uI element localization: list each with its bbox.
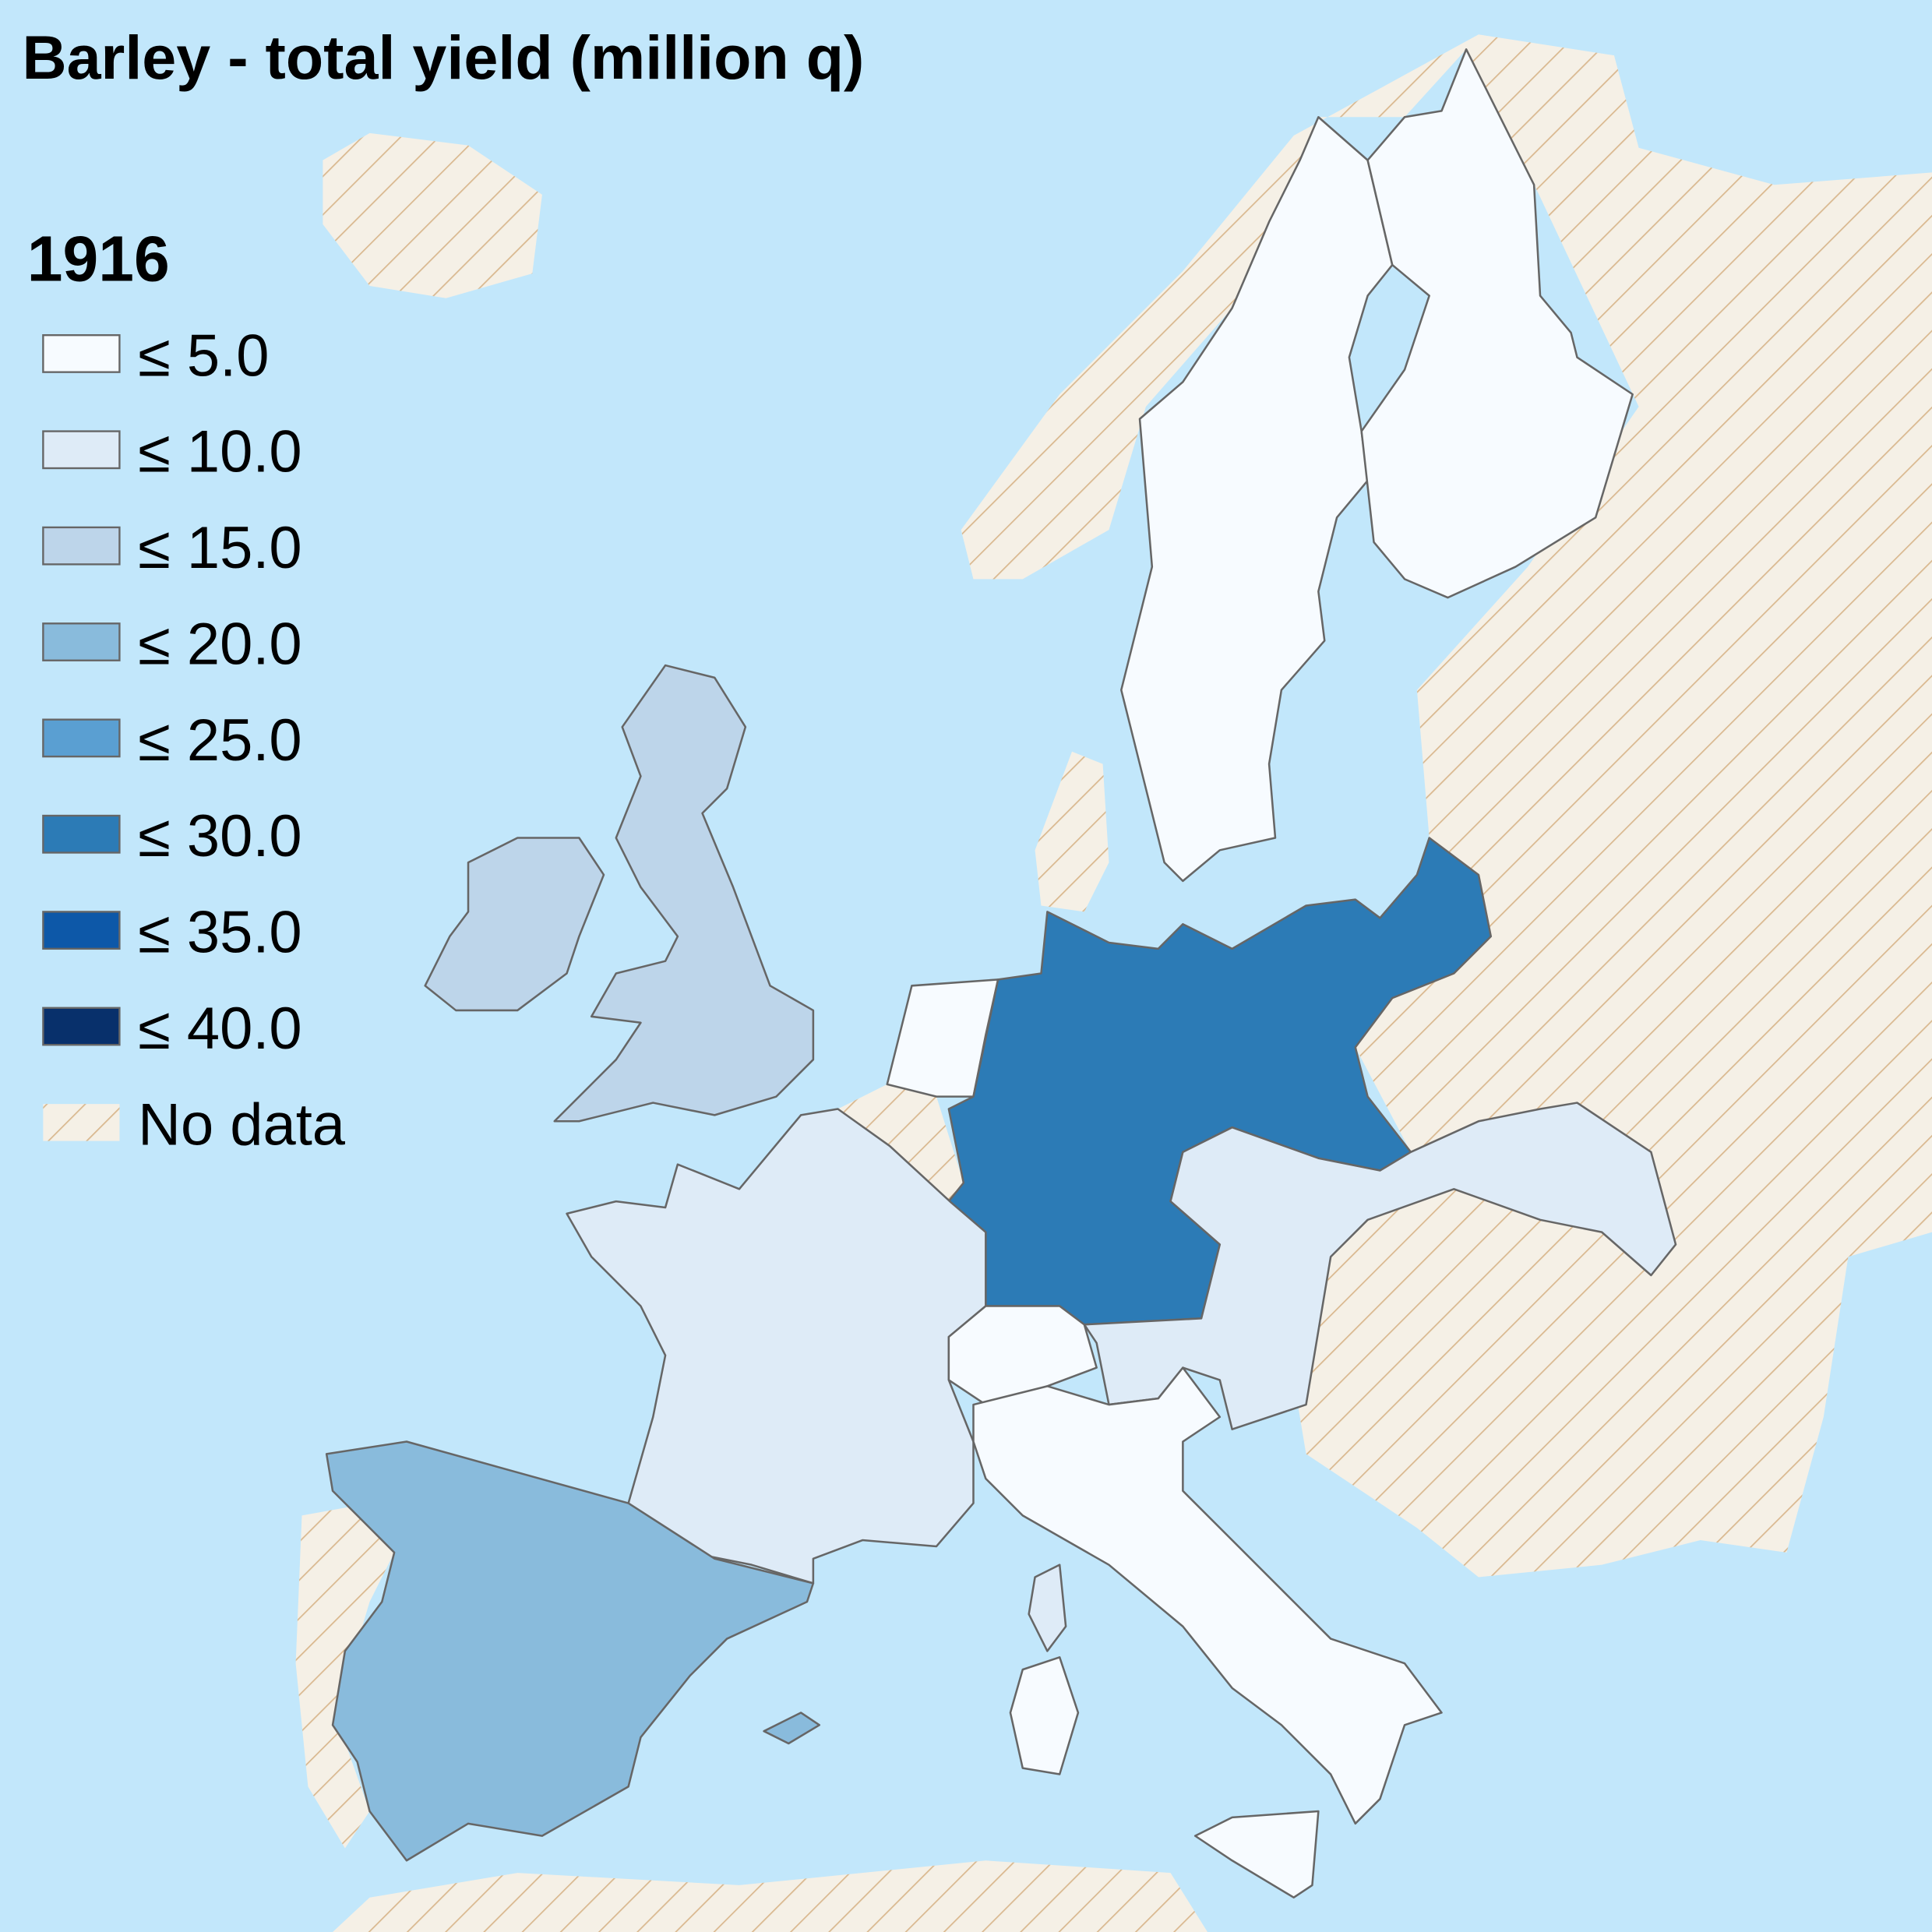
legend-swatch-no-data — [43, 1104, 120, 1141]
legend-label: ≤ 30.0 — [138, 803, 301, 869]
map-title: Barley - total yield (million q) — [22, 23, 864, 92]
eastern-land — [961, 34, 1932, 1578]
legend-swatch — [42, 911, 121, 950]
finland — [1360, 48, 1634, 599]
switzerland — [947, 1305, 1098, 1406]
iceland — [323, 132, 542, 298]
corsica — [1028, 1564, 1067, 1652]
legend-label: ≤ 25.0 — [138, 707, 301, 774]
north-africa — [333, 1860, 1208, 1932]
legend-label: ≤ 5.0 — [138, 323, 269, 389]
legend-label: ≤ 40.0 — [138, 996, 301, 1062]
austria-hungary — [1083, 1102, 1677, 1430]
legend: ≤ 5.0 ≤ 10.0 ≤ 15.0 ≤ 20.0 ≤ 25.0 ≤ 30.0 ≤ 35.… — [42, 323, 346, 1158]
belgium — [837, 1084, 964, 1203]
legend-swatch — [42, 334, 121, 373]
legend-label: ≤ 10.0 — [138, 419, 301, 485]
italy — [972, 1366, 1443, 1825]
sweden — [1120, 115, 1394, 883]
legend-label: ≤ 35.0 — [138, 900, 301, 966]
great-britain — [553, 664, 815, 1123]
legend-label: ≤ 20.0 — [138, 612, 301, 678]
legend-swatch — [42, 718, 121, 758]
ireland — [424, 837, 605, 1012]
legend-swatch — [42, 526, 121, 566]
denmark — [1035, 751, 1109, 912]
legend-swatch — [42, 622, 121, 661]
legend-swatch — [42, 430, 121, 470]
legend-swatch — [42, 814, 121, 854]
legend-label: No data — [138, 1091, 346, 1158]
legend-swatch — [42, 1007, 121, 1046]
sicily — [1193, 1810, 1320, 1899]
legend-title: 1916 — [27, 224, 170, 295]
legend-label: ≤ 15.0 — [138, 515, 301, 581]
spain — [325, 1440, 815, 1862]
sardinia — [1009, 1656, 1080, 1775]
balearic-islands — [763, 1712, 821, 1745]
